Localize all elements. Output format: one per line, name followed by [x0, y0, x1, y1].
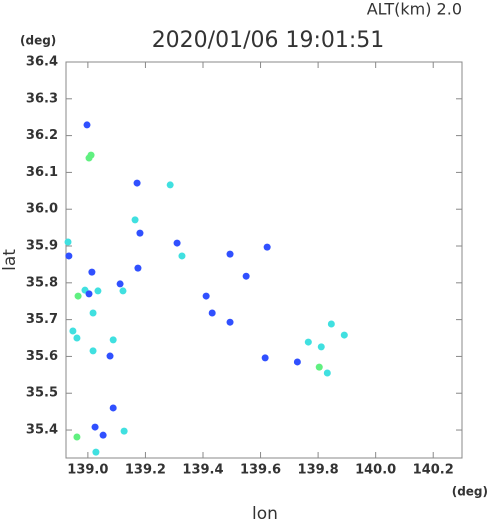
point	[304, 338, 312, 346]
point	[136, 229, 144, 237]
x-tick-label: 139.2	[125, 463, 166, 478]
y-tick-label: 35.8	[26, 275, 58, 290]
point	[73, 433, 81, 441]
point	[293, 358, 301, 366]
point	[173, 239, 181, 247]
y-tick-label: 35.5	[26, 386, 58, 401]
point	[226, 318, 234, 326]
point	[106, 352, 114, 360]
point	[92, 448, 100, 456]
point	[69, 327, 77, 335]
point	[85, 290, 93, 298]
point	[87, 151, 95, 159]
point	[109, 336, 117, 344]
y-unit: (deg)	[20, 34, 56, 48]
y-tick-label: 36.0	[26, 202, 58, 217]
point	[226, 250, 234, 258]
point	[116, 280, 124, 288]
point	[178, 252, 186, 260]
point	[119, 287, 127, 295]
point	[133, 179, 141, 187]
x-tick-label: 139.0	[67, 463, 108, 478]
plot-frame	[65, 61, 463, 459]
point	[109, 404, 117, 412]
point	[315, 363, 323, 371]
point	[74, 292, 82, 300]
point	[83, 121, 91, 129]
y-tick-label: 35.9	[26, 239, 58, 254]
point	[120, 427, 128, 435]
chart-title: 2020/01/06 19:01:51	[152, 28, 385, 53]
y-tick-label: 35.7	[26, 312, 58, 327]
point	[64, 238, 72, 246]
y-tick-label: 36.3	[26, 91, 58, 106]
point	[208, 309, 216, 317]
point	[65, 252, 73, 260]
y-tick-label: 36.1	[26, 165, 58, 180]
point	[340, 331, 348, 339]
point	[91, 423, 99, 431]
point	[261, 354, 269, 362]
point	[202, 292, 210, 300]
y-tick-label: 36.4	[26, 55, 58, 70]
point	[327, 320, 335, 328]
point	[89, 347, 97, 355]
x-tick-label: 139.8	[298, 463, 339, 478]
point	[94, 287, 102, 295]
y-tick-label: 36.2	[26, 128, 58, 143]
point	[166, 181, 174, 189]
point	[242, 272, 250, 280]
y-tick-label: 35.6	[26, 349, 58, 364]
point	[88, 268, 96, 276]
x-tick-label: 139.4	[182, 463, 223, 478]
point	[131, 216, 139, 224]
point	[134, 264, 142, 272]
x-unit: (deg)	[452, 485, 488, 499]
x-axis-label: lon	[252, 504, 278, 521]
subtitle: ALT(km) 2.0	[367, 0, 462, 19]
point	[317, 343, 325, 351]
point	[263, 243, 271, 251]
x-tick-label: 139.6	[240, 463, 281, 478]
point	[73, 334, 81, 342]
point	[99, 431, 107, 439]
x-tick-label: 140.0	[355, 463, 396, 478]
point	[323, 369, 331, 377]
y-tick-label: 35.4	[26, 423, 58, 438]
y-axis-label: lat	[0, 249, 20, 271]
x-tick-label: 140.2	[413, 463, 454, 478]
point	[89, 309, 97, 317]
